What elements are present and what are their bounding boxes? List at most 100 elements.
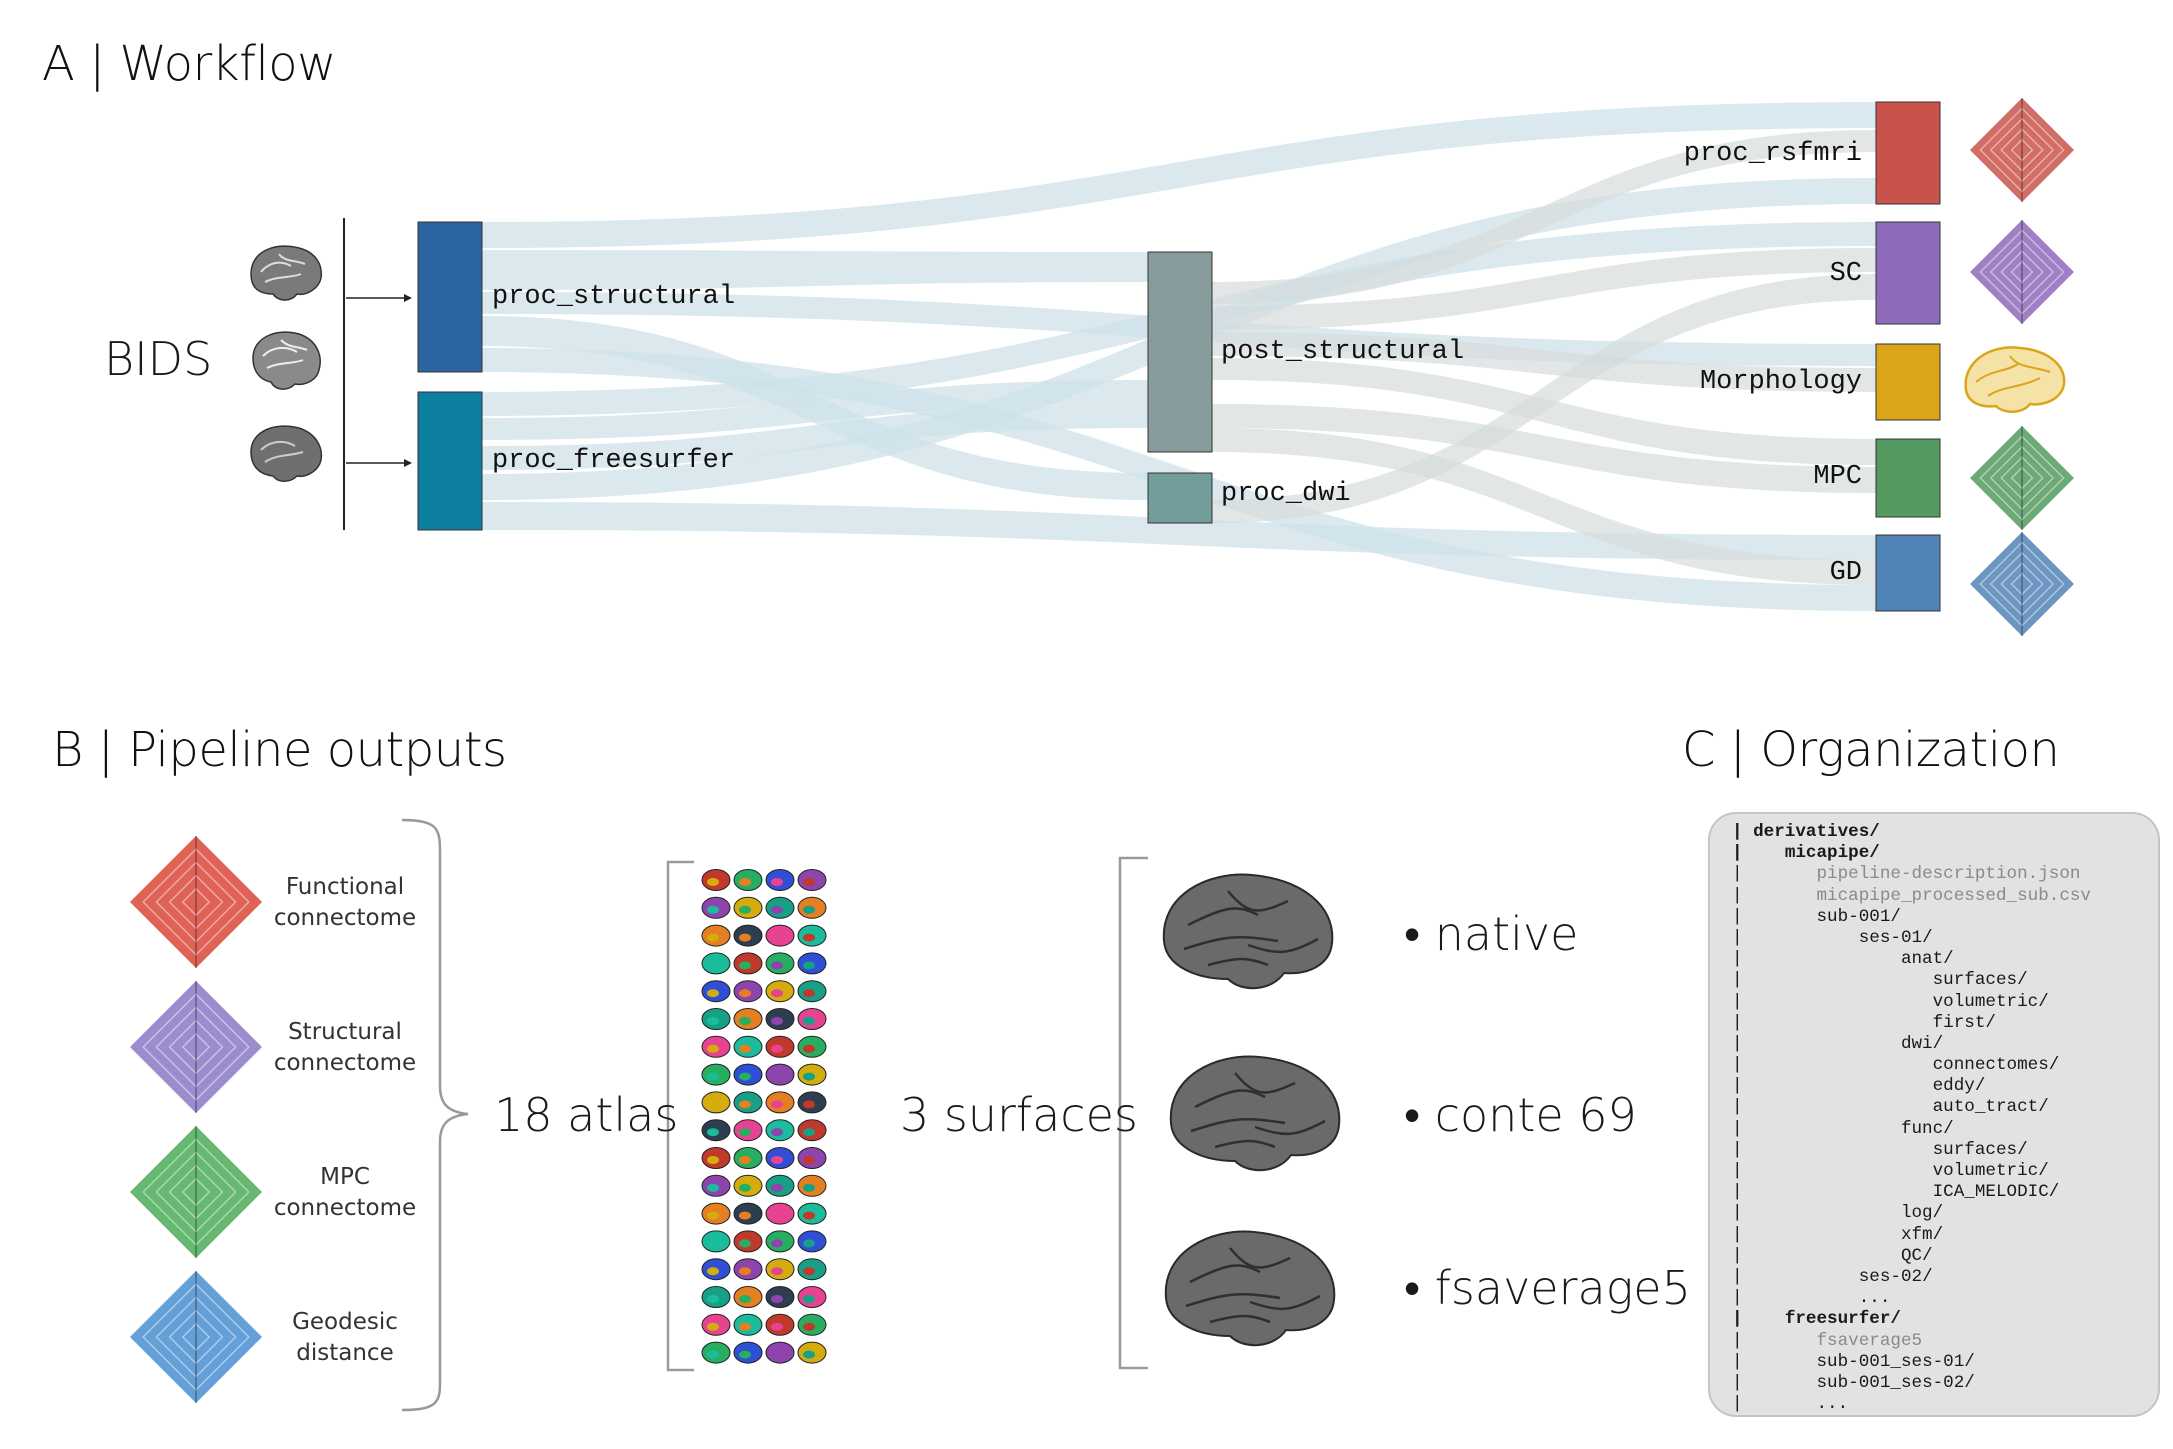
flow-link <box>1212 274 1876 523</box>
atlas-parcellation-brain <box>701 1147 731 1169</box>
tree-guide: | <box>1732 1118 1754 1139</box>
tree-guide: | <box>1732 1266 1754 1287</box>
tree-guide: | <box>1732 1203 1754 1224</box>
atlas-parcellation-brain <box>797 1035 827 1058</box>
atlas-parcellation-brain <box>765 869 795 891</box>
tree-guide: | <box>1732 1161 1754 1181</box>
atlas-parcellation-brain <box>797 1063 827 1086</box>
atlas-parcellation-brain <box>765 896 795 919</box>
node-sc <box>1875 221 1941 325</box>
tree-entry: | sub-001/ <box>1732 906 1901 927</box>
atlas-parcellation-brain <box>701 1174 731 1197</box>
tree-guide: | <box>1732 1245 1754 1266</box>
tree-guide: | <box>1732 1330 1754 1351</box>
tree-entry: | micapipe_processed_sub.csv <box>1732 885 2091 906</box>
flow-link <box>482 250 1148 290</box>
atlas-parcellation-brain <box>797 1202 827 1225</box>
functional-connectome-matrix-icon <box>130 836 262 968</box>
flow-link <box>1212 332 1876 392</box>
node-label-post-structural: post_structural <box>1221 337 1465 367</box>
directory-tree-box: | derivatives/| micapipe/| pipeline-desc… <box>1708 812 2160 1417</box>
surface-label-fsaverage5: • fsaverage5 <box>1404 1261 1691 1315</box>
atlas-parcellation-brain <box>733 1341 763 1364</box>
atlas-parcellation-brain <box>797 1313 827 1336</box>
atlas-parcellation-brain <box>733 869 763 891</box>
tree-entry: | QC/ <box>1732 1245 1933 1266</box>
node-gd <box>1875 534 1941 612</box>
atlas-parcellation-brain <box>701 1313 731 1336</box>
tree-entry: | freesurfer/ <box>1732 1309 1901 1330</box>
tree-guide: | <box>1732 1139 1754 1160</box>
atlas-parcellation-brain <box>701 952 731 975</box>
node-label-sc: SC <box>1829 259 1862 289</box>
atlas-parcellation-brain <box>765 1313 795 1336</box>
atlas-parcellation-brain <box>765 1286 795 1308</box>
tree-guide: | <box>1732 949 1754 970</box>
node-proc-rsfmri <box>1875 101 1941 205</box>
atlas-parcellation-brain <box>701 896 731 919</box>
tree-guide: | <box>1732 1288 1754 1309</box>
brain-scan-icon <box>250 425 323 482</box>
node-label-proc-dwi: proc_dwi <box>1221 479 1351 509</box>
flow-link <box>1212 130 1876 304</box>
node-label-proc-rsfmri: proc_rsfmri <box>1683 139 1862 169</box>
atlas-parcellation-brain <box>765 1258 795 1281</box>
node-proc-dwi <box>1147 472 1213 524</box>
atlas-parcellation-brain <box>701 1230 731 1253</box>
brain-scan-icon <box>250 245 323 301</box>
node-label-mpc: MPC <box>1813 462 1862 492</box>
flow-link <box>482 102 1876 248</box>
atlas-parcellation-brain <box>797 1174 827 1197</box>
node-label-proc-freesurfer: proc_freesurfer <box>492 446 736 476</box>
tree-guide: | <box>1732 927 1754 948</box>
panel-c-title: C | Organization <box>1682 722 2060 778</box>
tree-entry: | func/ <box>1732 1118 1954 1139</box>
tree-entry: | auto_tract/ <box>1732 1097 2049 1118</box>
tree-entry: | surfaces/ <box>1732 970 2028 991</box>
tree-entry: | ICA_MELODIC/ <box>1732 1182 2060 1203</box>
node-post-structural <box>1147 251 1213 453</box>
atlas-parcellation-brain <box>733 1286 763 1308</box>
node-morphology <box>1875 343 1941 421</box>
tree-entry: | connectomes/ <box>1732 1055 2060 1076</box>
atlas-parcellation-brain <box>701 1091 731 1114</box>
flow-link <box>482 502 1876 560</box>
tree-guide: | <box>1732 1394 1754 1415</box>
flow-link <box>482 380 1148 440</box>
node-label-morphology: Morphology <box>1699 367 1862 397</box>
atlas-parcellation-brain <box>733 1313 763 1336</box>
atlas-parcellation-brain <box>765 924 795 947</box>
mpc-matrix-icon <box>1970 426 2074 530</box>
tree-entry: | first/ <box>1732 1012 1996 1033</box>
atlas-parcellation-brain <box>797 980 827 1003</box>
tree-entry: | micapipe/ <box>1732 843 1880 864</box>
geodesic-distance-matrix-icon <box>130 1271 262 1403</box>
output-caption-mpc: MPC connectome <box>273 1164 417 1221</box>
mpc-connectome-matrix-icon <box>130 1126 262 1258</box>
atlas-parcellation-brain <box>797 1341 827 1364</box>
flow-link <box>1212 404 1876 493</box>
native-surface-brain-icon <box>1162 873 1334 990</box>
atlas-parcellation-brain <box>733 1202 763 1225</box>
atlas-parcellation-brain <box>701 869 731 891</box>
structural-matrix-icon <box>1970 220 2074 324</box>
atlas-parcellation-brain <box>733 1091 763 1114</box>
panel-a-title: A | Workflow <box>42 36 336 92</box>
atlas-parcellation-brain <box>701 924 731 947</box>
tree-guide: | <box>1732 822 1754 842</box>
atlas-parcellation-brain <box>733 1119 763 1142</box>
tree-entry: | fsaverage5 <box>1732 1330 1923 1351</box>
tree-guide: | <box>1732 1033 1754 1054</box>
tree-guide: | <box>1732 843 1754 864</box>
atlas-parcellation-brain <box>701 1119 731 1142</box>
atlas-parcellation-brain <box>701 1063 731 1086</box>
atlas-parcellation-brain <box>765 1230 795 1253</box>
conte69-surface-brain-icon <box>1169 1055 1341 1172</box>
atlas-parcellation-brain <box>765 1147 795 1169</box>
atlas-parcellation-brain <box>733 1174 763 1197</box>
atlas-parcellation-brain <box>733 1258 763 1281</box>
tree-entry: | volumetric/ <box>1732 1161 2049 1181</box>
atlas-parcellation-brain <box>701 980 731 1003</box>
atlas-parcellation-brain <box>701 1341 731 1364</box>
tree-entry: | eddy/ <box>1732 1076 1986 1097</box>
